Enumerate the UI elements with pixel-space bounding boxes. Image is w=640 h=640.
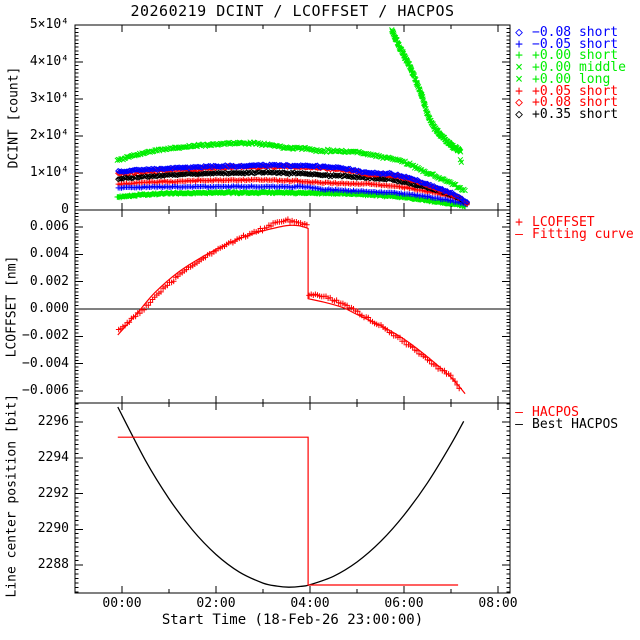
y-tick-label: 2294 xyxy=(37,449,69,465)
legend-item: ◇ +0.08 short xyxy=(511,95,626,111)
legend-item: — Best HACPOS xyxy=(511,416,619,432)
line-legend-icon: — xyxy=(515,226,523,242)
hacpos-series xyxy=(117,406,465,588)
y-axis-title-dcint: DCINT [count] xyxy=(6,66,22,169)
line-legend-icon: — xyxy=(515,405,523,420)
x-tick-label: 08:00 xyxy=(478,596,518,611)
plus-legend-icon: + xyxy=(515,215,523,230)
x-tick-label: 00:00 xyxy=(102,596,142,611)
hacpos-step-line xyxy=(117,436,459,586)
y-tick-label: −0.006 xyxy=(22,383,69,398)
legend-label: Best HACPOS xyxy=(532,416,619,432)
y-tick-label: −0.004 xyxy=(22,355,69,371)
diamond-legend-icon: ◇ xyxy=(515,95,523,111)
legend-label: +0.00 short xyxy=(532,48,619,64)
page-title: 20260219 DCINT / LCOFFSET / HACPOS xyxy=(130,2,455,20)
legend-lcoffset: + LCOFFSET — Fitting curve xyxy=(511,215,634,242)
legend-item: + +0.00 short xyxy=(511,48,626,64)
x-tick-label: 06:00 xyxy=(384,596,424,611)
x-tick-label: 02:00 xyxy=(196,596,236,611)
y-tick-label: 3×10⁴ xyxy=(29,91,69,106)
legend-label: +0.08 short xyxy=(532,95,619,111)
legend-label: +0.05 short xyxy=(532,83,619,99)
legend-dcint: ◇ −0.08 short + −0.05 short + +0.00 short × +0.… xyxy=(511,25,626,122)
line-legend-icon: — xyxy=(515,416,523,432)
y-tick-label: 0.006 xyxy=(29,218,69,234)
y-tick-label: −0.002 xyxy=(22,328,69,344)
legend-item: + LCOFFSET xyxy=(511,215,634,230)
legend-item: + −0.05 short xyxy=(511,36,626,52)
fitting-curve xyxy=(117,224,466,395)
x-tick-label: 04:00 xyxy=(290,596,330,611)
y-tick-label: 0.004 xyxy=(29,246,69,262)
legend-label: −0.05 short xyxy=(532,36,619,52)
x-legend-icon: × xyxy=(515,60,523,76)
legend-label: +0.00 middle xyxy=(532,60,626,76)
lcoffset-series xyxy=(115,216,466,395)
y-tick-label: 0 xyxy=(61,202,69,217)
y-tick-label: 0.000 xyxy=(29,301,69,316)
plus-legend-icon: + xyxy=(515,36,523,52)
legend-label: +0.35 short xyxy=(532,106,619,122)
y-tick-label: 1×10⁴ xyxy=(29,165,69,180)
legend-item: — HACPOS xyxy=(511,405,618,420)
legend-label: HACPOS xyxy=(532,405,579,420)
plus-legend-icon: + xyxy=(515,83,523,99)
x-legend-icon: × xyxy=(515,71,523,87)
y-tick-label: 2×10⁴ xyxy=(29,128,69,143)
legend-item: ◇ −0.08 short xyxy=(511,25,626,40)
y-tick-label: 2288 xyxy=(37,557,69,572)
legend-label: +0.00 long xyxy=(532,71,611,87)
x-axis-title: Start Time (18-Feb-26 23:00:00) xyxy=(161,612,424,628)
y-tick-label: 2292 xyxy=(37,485,69,501)
legend-item: × +0.00 long xyxy=(511,71,626,87)
axes-frame xyxy=(74,24,511,594)
plus-legend-icon: + xyxy=(515,48,523,64)
diamond-legend-icon: ◇ xyxy=(515,25,523,40)
best-hacpos-curve xyxy=(117,406,465,588)
legend-hacpos: — HACPOS — Best HACPOS xyxy=(511,405,619,432)
legend-label: −0.08 short xyxy=(532,25,619,40)
y-tick-label: 2296 xyxy=(37,414,69,429)
y-tick-label: 4×10⁴ xyxy=(29,54,69,69)
legend-item: — Fitting curve xyxy=(511,226,634,242)
legend-item: + +0.05 short xyxy=(511,83,626,99)
legend-item: × +0.00 middle xyxy=(511,60,626,76)
legend-label: LCOFFSET xyxy=(532,215,595,230)
dcint-series xyxy=(114,27,471,210)
legend-label: Fitting curve xyxy=(532,226,634,242)
diamond-legend-icon: ◇ xyxy=(515,106,523,122)
y-tick-label: 2290 xyxy=(37,521,69,537)
y-tick-label: 5×10⁴ xyxy=(29,17,69,32)
legend-item: ◇ +0.35 short xyxy=(511,106,626,122)
y-tick-label: 0.002 xyxy=(29,273,69,289)
